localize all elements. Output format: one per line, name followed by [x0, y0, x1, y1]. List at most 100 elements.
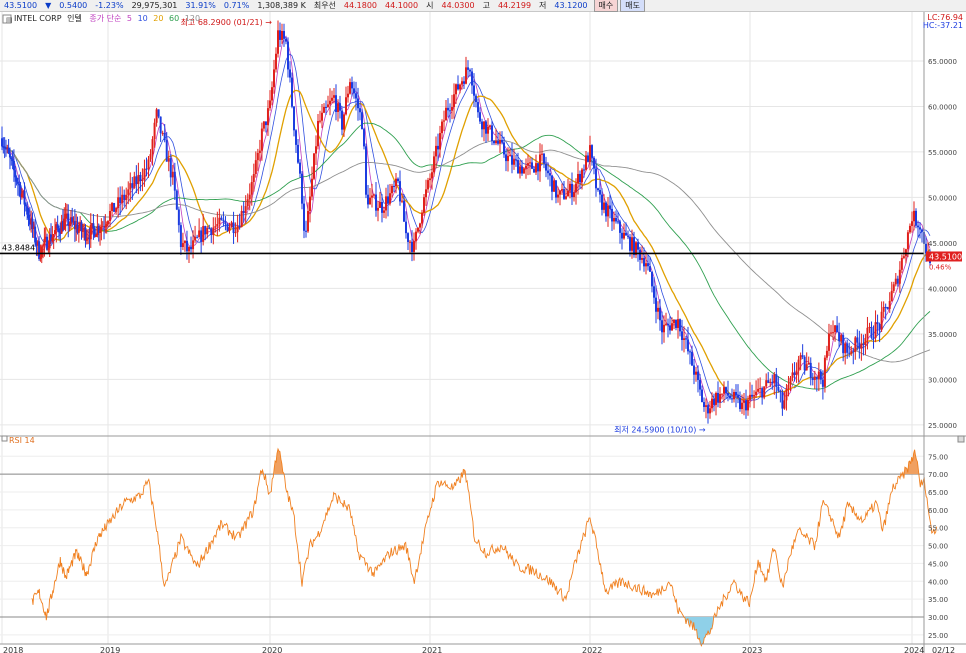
- candle-body: [92, 223, 95, 229]
- candle-body: [886, 307, 889, 309]
- rsi-tick-label: 40.00: [928, 578, 948, 586]
- candle-body: [153, 122, 156, 140]
- candle-body: [525, 165, 527, 169]
- candle-body: [327, 104, 329, 108]
- candle-body: [397, 178, 399, 182]
- candle-body: [16, 181, 19, 184]
- high-value: 44.2199: [497, 1, 532, 10]
- candle-body: [250, 181, 253, 195]
- candle-body: [413, 241, 415, 252]
- candle-body: [553, 180, 555, 192]
- candle-body: [467, 67, 469, 70]
- candle-body: [293, 106, 295, 131]
- ma120-line: [1, 139, 931, 363]
- candle-body: [605, 202, 607, 217]
- candle-body: [701, 389, 703, 403]
- candle-body: [755, 391, 758, 396]
- low-annotation: 최저 24.5900 (10/10) →: [614, 425, 706, 435]
- candle-body: [555, 180, 557, 198]
- candle-body: [769, 381, 772, 383]
- candle-body: [543, 153, 545, 164]
- candle-body: [781, 392, 784, 409]
- candle-body: [631, 237, 633, 251]
- stock-chart[interactable]: 43.8484 43.5100 0.46% 최고 68.2900 (01/21) → 최…: [0, 12, 966, 653]
- candle-body: [96, 226, 99, 235]
- rsi-tick-label: 50.00: [928, 543, 948, 551]
- candle-body: [194, 236, 197, 241]
- candle-body: [393, 185, 395, 187]
- candle-body: [917, 225, 919, 228]
- candle-body: [735, 391, 737, 396]
- candle-body: [789, 377, 792, 385]
- candle-body: [375, 194, 377, 211]
- candle-body: [856, 337, 859, 343]
- price-tick-label: 50.0000: [928, 194, 957, 202]
- rsi-overbought-area: [274, 449, 284, 475]
- candle-body: [603, 202, 605, 210]
- candle-body: [565, 196, 567, 199]
- candle-body: [115, 207, 118, 212]
- candle-body: [888, 301, 891, 309]
- sell-button[interactable]: 매도: [620, 0, 645, 12]
- rsi-settings-icon[interactable]: [1, 435, 8, 442]
- candle-body: [783, 400, 786, 409]
- candle-body: [226, 223, 229, 231]
- candle-body: [655, 297, 657, 312]
- candle-body: [913, 210, 915, 222]
- legend-ma-label: 종가 단순: [89, 13, 121, 23]
- candle-body: [733, 391, 735, 400]
- candle-body: [64, 213, 67, 219]
- candle-body: [129, 183, 132, 190]
- candle-body: [208, 227, 211, 229]
- candle-body: [171, 171, 174, 178]
- candle-body: [73, 221, 76, 230]
- candle-body: [795, 370, 798, 375]
- high-annotation: 최고 68.2900 (01/21) →: [181, 17, 273, 27]
- candle-body: [109, 210, 112, 222]
- settings-icon[interactable]: [2, 14, 12, 24]
- candle-body: [95, 234, 98, 237]
- candle-body: [819, 371, 822, 380]
- candle-body: [461, 81, 463, 85]
- candle-body: [42, 245, 45, 247]
- candle-body: [884, 306, 887, 308]
- rsi-maximize-icon[interactable]: [957, 435, 965, 443]
- candle-body: [236, 226, 239, 233]
- candle-body: [269, 100, 271, 109]
- candle-body: [669, 325, 671, 331]
- candle-body: [137, 174, 140, 185]
- candle-body: [585, 155, 587, 170]
- candle-body: [689, 351, 691, 353]
- candle-body: [28, 218, 31, 225]
- candle-body: [32, 226, 35, 230]
- candle-body: [575, 183, 577, 193]
- candle-body: [317, 120, 319, 147]
- candle-body: [287, 41, 289, 70]
- candle-body: [40, 246, 43, 258]
- ma20-line: [1, 89, 931, 401]
- candle-body: [513, 159, 515, 165]
- candle-body: [463, 81, 465, 84]
- candle-body: [415, 231, 417, 242]
- candle-body: [834, 325, 837, 333]
- candle-body: [475, 95, 477, 103]
- candle-body: [757, 388, 760, 392]
- candle-body: [4, 148, 7, 150]
- candle-body: [823, 357, 826, 387]
- candle-body: [535, 163, 537, 173]
- candle-body: [123, 194, 126, 200]
- candle-body: [495, 140, 497, 144]
- candle-body: [629, 236, 631, 251]
- legend: INTEL CORP 인텔 종가 단순 5 10 20 60 120: [14, 13, 200, 23]
- candle-body: [717, 392, 719, 403]
- buy-button[interactable]: 매수: [593, 0, 619, 12]
- candle-body: [55, 224, 58, 231]
- candle-body: [625, 232, 627, 236]
- candle-body: [659, 307, 661, 321]
- candle-body: [471, 71, 473, 86]
- candle-body: [763, 386, 766, 398]
- rsi-tick-label: 35.00: [928, 596, 948, 604]
- moving-average-lines: [1, 35, 931, 408]
- candle-body: [593, 157, 595, 169]
- candle-body: [89, 224, 92, 240]
